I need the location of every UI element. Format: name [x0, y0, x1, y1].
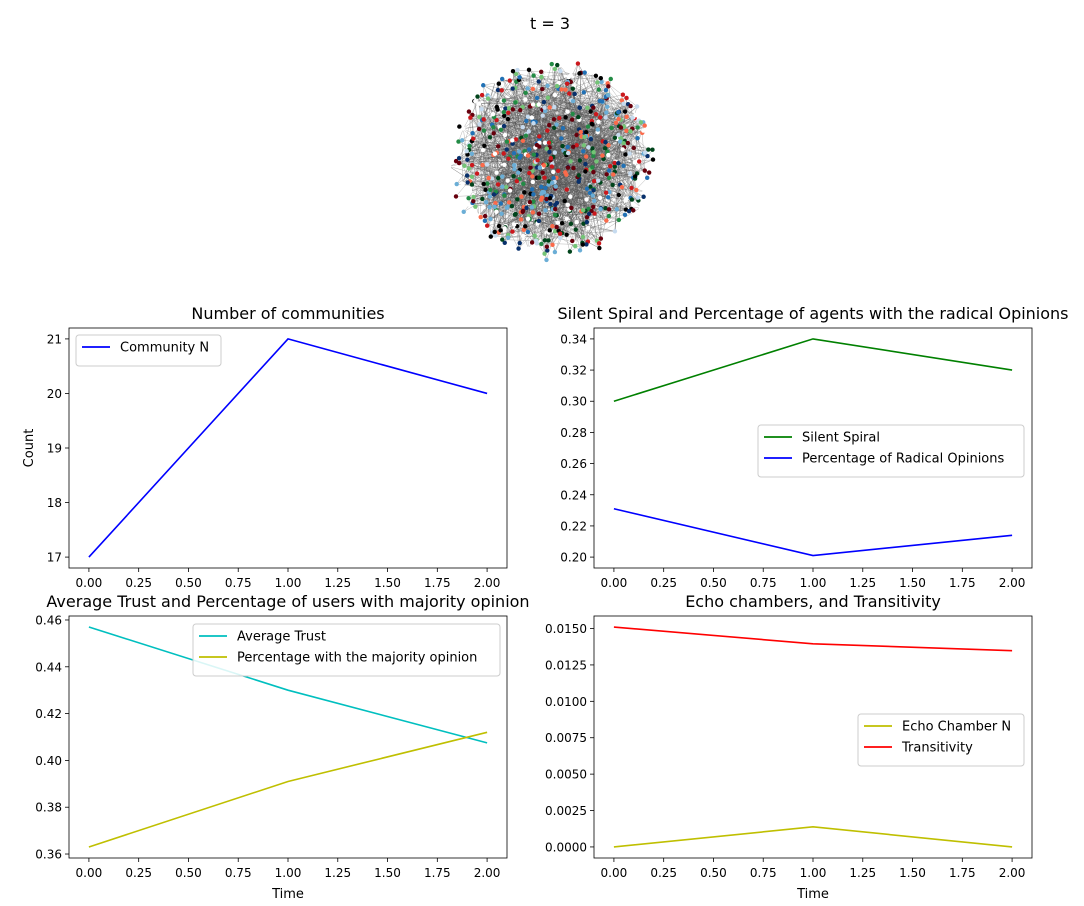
series-line: [613, 508, 1013, 557]
y-tick-label: 0.0100: [545, 695, 587, 709]
x-tick-label: 0.50: [700, 866, 727, 880]
y-tick-label: 0.26: [560, 457, 587, 471]
y-tick-label: 0.40: [35, 754, 62, 768]
legend-box: [757, 424, 1025, 478]
y-tick-label: 0.20: [560, 551, 587, 565]
y-tick-label: 0.22: [560, 519, 587, 533]
x-tick-label: 2.00: [474, 866, 501, 880]
chart-1: Number of communities 0.00 0.25 0.50 0.75 1.0…: [22, 304, 508, 590]
x-tick-label: 0.75: [750, 866, 777, 880]
legend-box: [857, 713, 1025, 767]
legend-label: Percentage of Radical Opinions: [802, 452, 1005, 467]
x-tick-label: 1.25: [324, 576, 351, 590]
x-tick-label: 0.00: [76, 576, 103, 590]
x-tick-label: 0.50: [175, 866, 202, 880]
legend-box: [75, 334, 222, 367]
series-line: [613, 338, 1013, 403]
x-axis-label: Time: [796, 887, 829, 902]
x-tick-label: 0.00: [76, 866, 103, 880]
y-tick-label: 19: [47, 442, 62, 456]
x-tick-label: 0.25: [125, 866, 152, 880]
figure-title: t = 3: [529, 14, 571, 33]
legend-label: Transitivity: [901, 741, 973, 756]
x-tick-label: 1.75: [949, 576, 976, 590]
x-tick-label: 1.75: [424, 576, 451, 590]
y-tick-label: 0.28: [560, 426, 587, 440]
y-tick-label: 0.0150: [545, 622, 587, 636]
y-tick-label: 21: [47, 332, 62, 346]
x-tick-label: 1.75: [949, 866, 976, 880]
x-tick-label: 0.00: [601, 576, 628, 590]
x-tick-label: 1.50: [374, 576, 401, 590]
y-axis-label: Count: [22, 429, 37, 468]
legend-label: Percentage with the majority opinion: [237, 651, 477, 666]
y-tick-label: 0.36: [35, 848, 62, 862]
y-tick-label: 0.0075: [545, 731, 587, 745]
y-tick-label: 0.0125: [545, 658, 587, 672]
y-tick-label: 17: [47, 551, 62, 565]
y-tick-label: 0.44: [35, 660, 62, 674]
x-tick-label: 0.25: [125, 576, 152, 590]
x-tick-label: 0.50: [700, 576, 727, 590]
x-tick-label: 1.25: [324, 866, 351, 880]
x-tick-label: 1.00: [800, 576, 827, 590]
x-tick-label: 1.50: [899, 576, 926, 590]
legend-box: [192, 623, 501, 677]
x-tick-label: 1.25: [849, 866, 876, 880]
legend-label: Community N: [120, 341, 209, 356]
x-tick-label: 2.00: [474, 576, 501, 590]
legend: Silent Spiral Percentage of Radical Opini…: [757, 424, 1025, 478]
y-tick-label: 0.46: [35, 613, 62, 627]
legend-label: Average Trust: [237, 630, 326, 645]
legend-label: Echo Chamber N: [902, 720, 1011, 735]
x-tick-label: 1.00: [275, 576, 302, 590]
x-tick-label: 0.75: [225, 866, 252, 880]
legend: Community N: [75, 334, 222, 367]
y-tick-label: 0.0025: [545, 804, 587, 818]
chart-title: Echo chambers, and Transitivity: [685, 592, 941, 611]
chart-title: Number of communities: [191, 304, 384, 323]
series-line: [88, 626, 488, 744]
y-tick-label: 0.0050: [545, 768, 587, 782]
x-tick-label: 0.50: [175, 576, 202, 590]
y-tick-label: 0.42: [35, 707, 62, 721]
chart-2: Silent Spiral and Percentage of agents w…: [557, 304, 1068, 590]
legend: Echo Chamber N Transitivity: [857, 713, 1025, 767]
chart-3: Average Trust and Percentage of users wi…: [35, 592, 529, 902]
x-tick-label: 1.00: [275, 866, 302, 880]
x-tick-label: 0.25: [650, 576, 677, 590]
series-line: [613, 626, 1013, 652]
chart-title: Silent Spiral and Percentage of agents w…: [557, 304, 1068, 323]
x-tick-label: 2.00: [999, 866, 1026, 880]
x-tick-label: 1.25: [849, 576, 876, 590]
y-tick-label: 18: [47, 496, 62, 510]
x-tick-label: 1.00: [800, 866, 827, 880]
y-tick-label: 0.32: [560, 364, 587, 378]
legend-label: Silent Spiral: [802, 431, 880, 446]
chart-4: Echo chambers, and Transitivity 0.00 0.25 0…: [545, 592, 1033, 902]
x-axis-label: Time: [271, 887, 304, 902]
x-tick-label: 2.00: [999, 576, 1026, 590]
x-tick-label: 0.25: [650, 866, 677, 880]
y-tick-label: 20: [47, 387, 62, 401]
x-tick-label: 0.75: [750, 576, 777, 590]
y-tick-label: 0.38: [35, 801, 62, 815]
x-tick-label: 0.00: [601, 866, 628, 880]
legend: Average Trust Percentage with the majorit…: [192, 623, 501, 677]
y-tick-label: 0.34: [560, 332, 587, 346]
series-line: [88, 731, 488, 848]
y-tick-label: 0.24: [560, 488, 587, 502]
x-tick-label: 0.75: [225, 576, 252, 590]
x-tick-label: 1.50: [899, 866, 926, 880]
series-line: [613, 826, 1013, 848]
y-tick-label: 0.30: [560, 395, 587, 409]
x-tick-label: 1.75: [424, 866, 451, 880]
x-tick-label: 1.50: [374, 866, 401, 880]
chart-title: Average Trust and Percentage of users wi…: [46, 592, 529, 611]
y-tick-label: 0.0000: [545, 840, 587, 854]
series-line: [88, 338, 488, 558]
